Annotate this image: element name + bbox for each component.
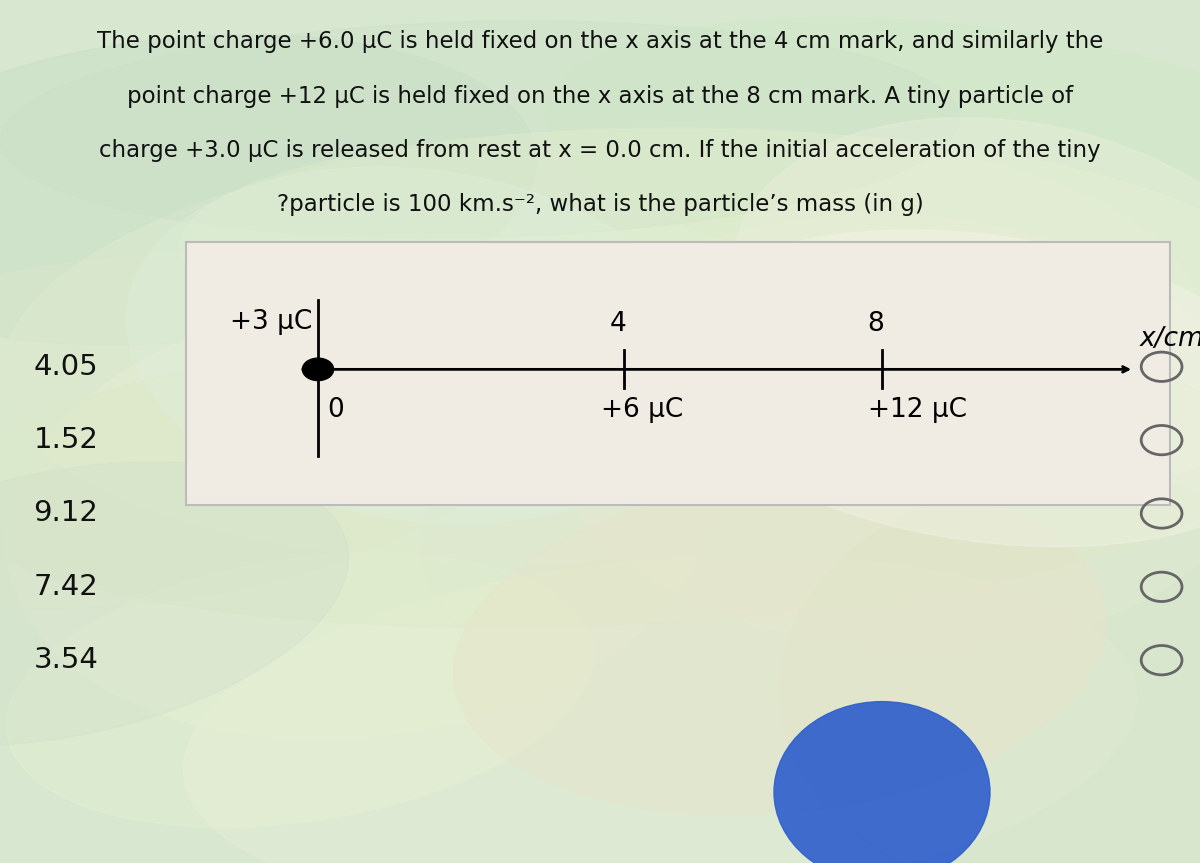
Ellipse shape [126,167,714,523]
Ellipse shape [774,702,990,863]
FancyBboxPatch shape [186,242,1170,505]
Ellipse shape [421,366,1200,756]
Text: +12 μC: +12 μC [869,397,967,423]
Ellipse shape [0,254,535,609]
Text: 3.54: 3.54 [34,646,98,674]
Ellipse shape [1,127,1199,564]
Text: 7.42: 7.42 [34,573,98,601]
Ellipse shape [0,462,348,746]
Ellipse shape [734,117,1200,487]
Ellipse shape [454,480,1106,815]
Ellipse shape [545,17,1200,293]
Text: 1.52: 1.52 [34,426,98,454]
Ellipse shape [0,35,536,345]
Text: charge +3.0 μC is released from rest at x = 0.0 cm. If the initial acceleration : charge +3.0 μC is released from rest at … [100,139,1100,162]
Circle shape [302,358,334,381]
Ellipse shape [541,214,1200,649]
Text: ?particle is 100 km.s⁻², what is the particle’s mass (in g): ?particle is 100 km.s⁻², what is the par… [277,193,923,217]
Text: 4.05: 4.05 [34,353,98,381]
Ellipse shape [6,553,594,828]
Text: +3 μC: +3 μC [229,309,312,335]
Text: 9.12: 9.12 [34,500,98,527]
Ellipse shape [6,297,714,739]
Ellipse shape [780,475,1200,863]
Text: The point charge +6.0 μC is held fixed on the x axis at the 4 cm mark, and simil: The point charge +6.0 μC is held fixed o… [97,30,1103,54]
Ellipse shape [661,230,1200,546]
Ellipse shape [0,21,960,238]
Text: 0: 0 [328,397,344,423]
Ellipse shape [184,556,1136,863]
Text: x/cm: x/cm [1140,326,1200,352]
Text: +6 μC: +6 μC [601,397,683,423]
Ellipse shape [180,129,1200,389]
Text: 8: 8 [868,311,884,337]
Text: point charge +12 μC is held fixed on the x axis at the 8 cm mark. A tiny particl: point charge +12 μC is held fixed on the… [127,85,1073,108]
Text: 4: 4 [610,311,626,337]
Ellipse shape [0,322,1200,627]
